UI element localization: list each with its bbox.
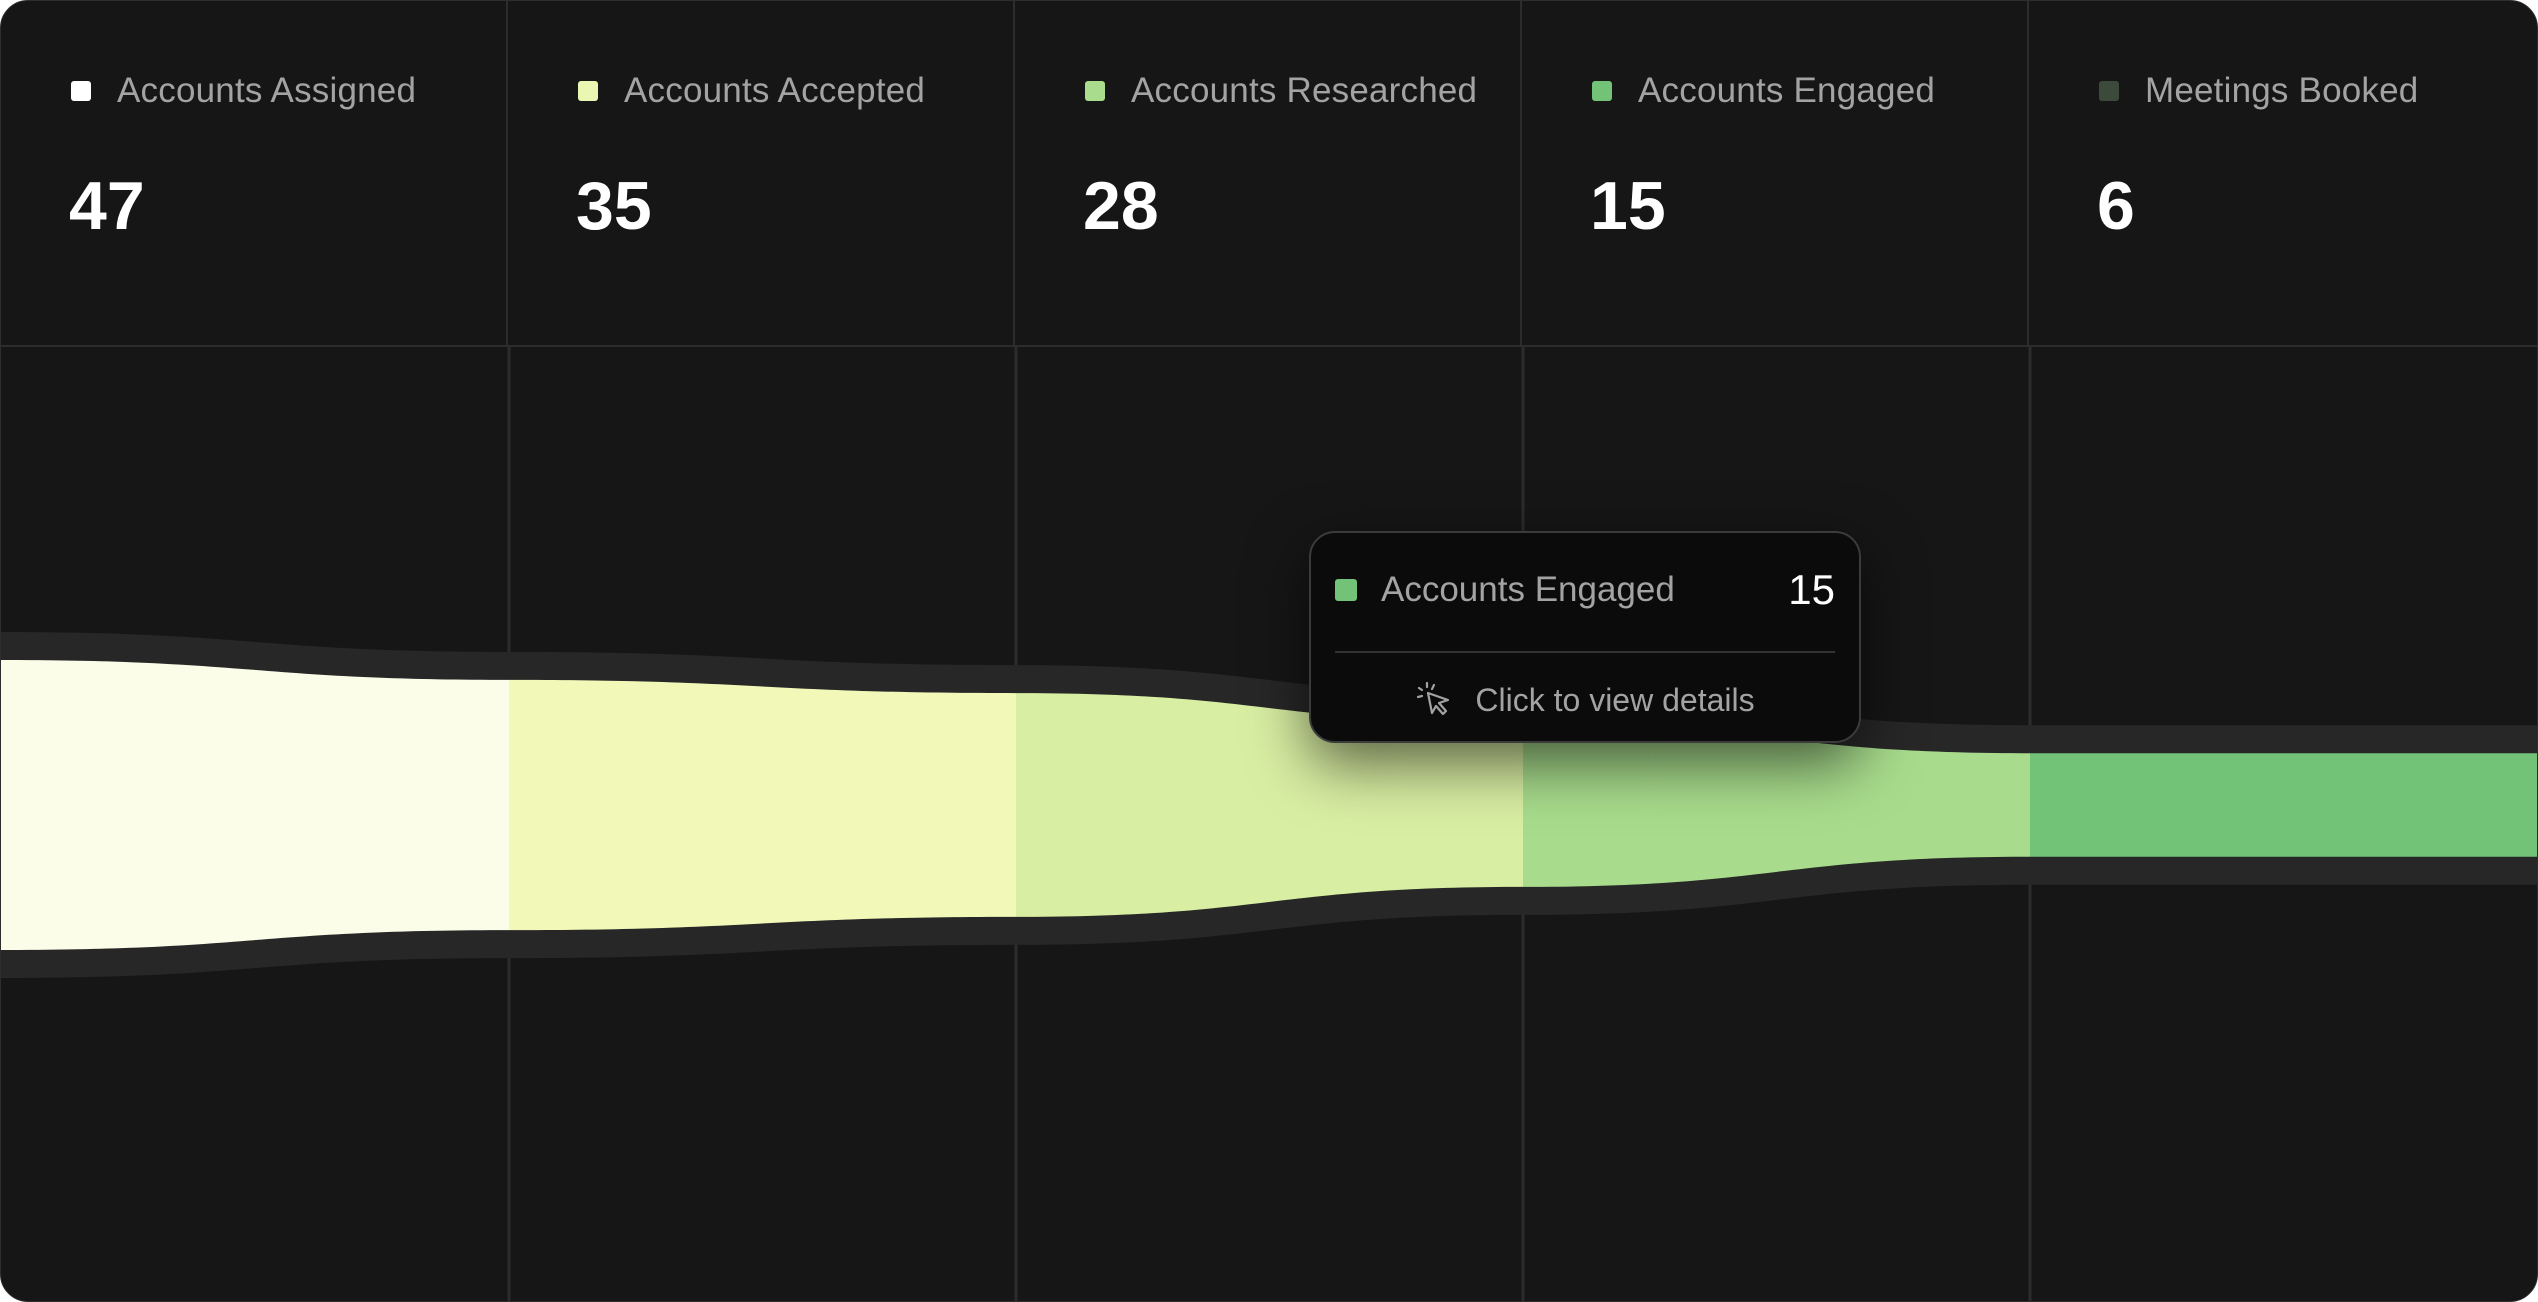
stage-value: 47	[69, 168, 145, 244]
funnel-segment-meetings-booked	[2030, 753, 2537, 857]
stage-value: 35	[576, 168, 652, 244]
stage-label: Accounts Accepted	[624, 71, 926, 110]
tooltip-value: 15	[1788, 566, 1835, 613]
stage-column-accepted[interactable]: Accounts Accepted 35	[508, 1, 1015, 345]
stage-label: Accounts Engaged	[1638, 71, 1936, 110]
funnel-segment-accounts-engaged	[1523, 723, 2030, 887]
legend-swatch	[1592, 81, 1612, 101]
legend-swatch	[1085, 81, 1105, 101]
stage-column-researched[interactable]: Accounts Researched 28	[1015, 1, 1522, 345]
funnel-segment-accounts-researched	[1016, 693, 1523, 917]
stage-label: Meetings Booked	[2145, 71, 2419, 110]
stage-value: 6	[2097, 168, 2135, 244]
stage-tooltip[interactable]: Accounts Engaged 15 Click to view detail…	[1309, 531, 1861, 743]
stage-value: 28	[1083, 168, 1159, 244]
stage-value: 15	[1590, 168, 1666, 244]
legend-swatch	[578, 81, 598, 101]
pointer-click-icon	[1417, 681, 1450, 716]
stage-label: Accounts Assigned	[117, 71, 417, 110]
stage-column-meetings[interactable]: Meetings Booked 6	[2029, 1, 2536, 345]
funnel-segment-accounts-accepted	[509, 679, 1016, 931]
stage-column-engaged[interactable]: Accounts Engaged 15	[1522, 1, 2029, 345]
legend-swatch	[2099, 81, 2119, 101]
view-details-label: Click to view details	[1475, 681, 1755, 718]
stage-header-grid: Accounts Assigned 47 Accounts Accepted 3…	[1, 1, 2537, 347]
stage-column-assigned[interactable]: Accounts Assigned 47	[1, 1, 508, 345]
funnel-segment-accounts-assigned	[1, 660, 509, 950]
view-details-action[interactable]: Click to view details	[1311, 671, 1859, 729]
tooltip-swatch	[1335, 579, 1357, 601]
legend-swatch	[71, 81, 91, 101]
tooltip-label: Accounts Engaged	[1381, 570, 1675, 609]
stage-label: Accounts Researched	[1131, 71, 1478, 110]
tooltip-divider	[1335, 651, 1835, 653]
